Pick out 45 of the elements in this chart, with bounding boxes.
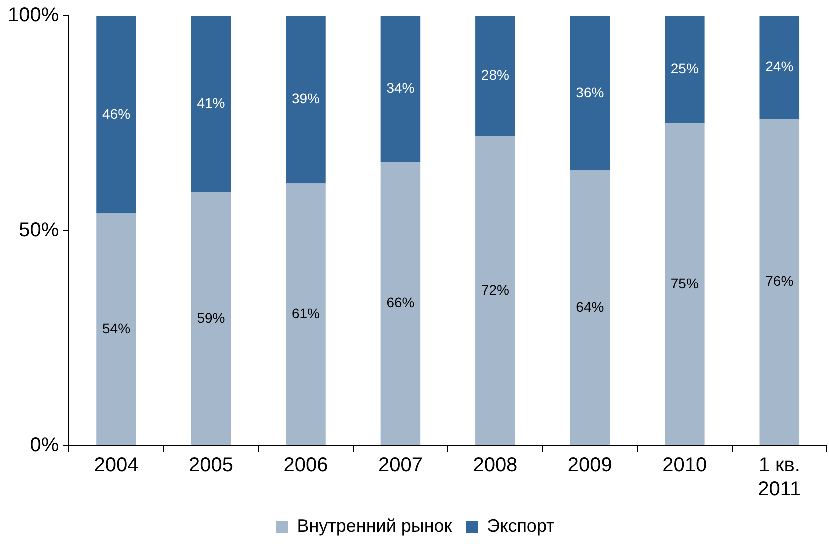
data-label: 59% [197, 310, 226, 326]
data-label: 39% [292, 90, 320, 107]
data-label: 24% [766, 58, 794, 74]
x-tick-label: 2007 [378, 454, 423, 477]
bar [191, 16, 232, 192]
bar [96, 214, 136, 446]
data-label: 36% [576, 84, 604, 100]
data-label: 76% [766, 273, 794, 290]
legend-label: Внутренний рынок [297, 516, 452, 536]
data-label: 41% [197, 95, 226, 112]
bar [191, 192, 232, 446]
data-label: 75% [670, 275, 699, 292]
bar [665, 16, 705, 124]
data-label: 64% [576, 299, 604, 316]
x-tick-label: 1 кв. 2011 [758, 454, 802, 501]
bar [380, 162, 421, 446]
bar [286, 184, 326, 446]
data-label: 72% [481, 282, 510, 298]
bar [380, 16, 421, 162]
x-tick-label: 2004 [94, 454, 139, 477]
x-tick-label: 2008 [473, 454, 518, 477]
data-label: 66% [386, 294, 415, 311]
x-tick-label: 2005 [189, 454, 234, 477]
legend-label: Экспорт [487, 516, 555, 536]
bar [570, 170, 610, 446]
bar [570, 16, 610, 171]
bar [760, 119, 800, 446]
data-label: 46% [102, 106, 131, 122]
x-tick-label: 2010 [662, 454, 708, 477]
bar [286, 16, 326, 184]
x-tick-label: 2006 [284, 454, 328, 477]
bar [96, 16, 136, 214]
y-tick-label: 50% [19, 220, 60, 242]
bar [476, 136, 516, 446]
y-tick-label: 100% [8, 4, 60, 27]
bar [760, 16, 800, 120]
data-label: 25% [670, 60, 699, 77]
x-tick-label: 2009 [568, 454, 612, 477]
bar [665, 124, 705, 446]
y-tick-label: 0% [30, 434, 60, 457]
data-label: 54% [102, 320, 131, 337]
bar [476, 16, 516, 136]
data-label: 28% [481, 67, 510, 84]
data-label: 61% [292, 305, 320, 322]
data-label: 34% [386, 80, 415, 96]
